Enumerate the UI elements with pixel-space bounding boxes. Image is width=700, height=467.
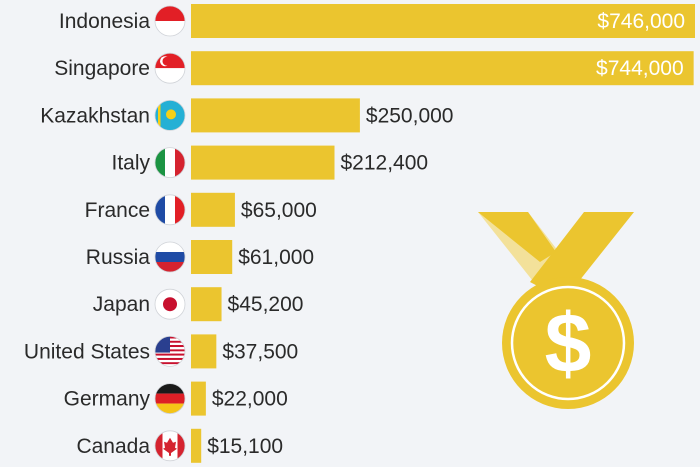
value-label: $37,500: [222, 340, 298, 363]
bars-layer: Indonesia $746,000 Singapore $744,000 Kazakh…: [24, 4, 695, 463]
value-label: $65,000: [241, 199, 317, 222]
flag-italy: [154, 147, 186, 179]
value-label: $61,000: [238, 246, 314, 269]
bar-row-indonesia: Indonesia $746,000: [59, 4, 695, 38]
bar-row-italy: Italy $212,400: [111, 145, 428, 180]
country-label: Canada: [76, 435, 150, 458]
bar-row-russia: Russia $61,000: [86, 240, 314, 274]
bar-row-germany: Germany $22,000: [64, 381, 288, 416]
value-label: $22,000: [212, 388, 288, 411]
bar-row-canada: Canada $15,100: [76, 428, 283, 463]
value-label: $15,100: [207, 435, 283, 458]
country-label: Russia: [86, 246, 151, 269]
svg-text:$: $: [545, 296, 592, 390]
bar: [191, 4, 695, 38]
flag-canada: [154, 430, 186, 462]
country-label: France: [85, 199, 150, 222]
bar: [191, 240, 233, 274]
flag-kazakhstan: [154, 100, 186, 131]
bar-row-singapore: Singapore $744,000: [54, 51, 694, 86]
flag-germany: [154, 383, 186, 415]
bar: [191, 51, 694, 86]
bar-row-kazakhstan: Kazakhstan $250,000: [40, 98, 454, 133]
value-label: $744,000: [596, 57, 684, 80]
bar-row-japan: Japan $45,200: [93, 287, 304, 322]
bar-row-united-states: United States $37,500: [24, 334, 298, 369]
bar: [191, 98, 360, 133]
value-label: $746,000: [597, 10, 685, 33]
flag-indonesia: [154, 5, 186, 37]
flag-france: [154, 194, 186, 226]
flag-russia: [154, 241, 186, 273]
flag-united-states: [154, 335, 186, 367]
bar-row-france: France $65,000: [85, 192, 317, 227]
value-label: $250,000: [366, 104, 454, 127]
country-label: United States: [24, 340, 150, 363]
gold-medal-dollar-icon: $: [478, 212, 634, 409]
bar: [191, 381, 206, 416]
value-label: $45,200: [228, 293, 304, 316]
bar: [191, 145, 335, 180]
bar: [191, 334, 217, 369]
value-label: $212,400: [340, 152, 428, 175]
country-label: Indonesia: [59, 10, 150, 33]
country-label: Singapore: [54, 57, 150, 80]
country-label: Italy: [111, 152, 150, 175]
bar: [191, 192, 235, 227]
flag-singapore: [154, 52, 186, 84]
flag-japan: [154, 288, 186, 320]
country-label: Japan: [93, 293, 150, 316]
bar: [191, 287, 222, 322]
bar: [191, 428, 202, 463]
country-label: Kazakhstan: [40, 104, 150, 127]
country-label: Germany: [64, 388, 151, 411]
